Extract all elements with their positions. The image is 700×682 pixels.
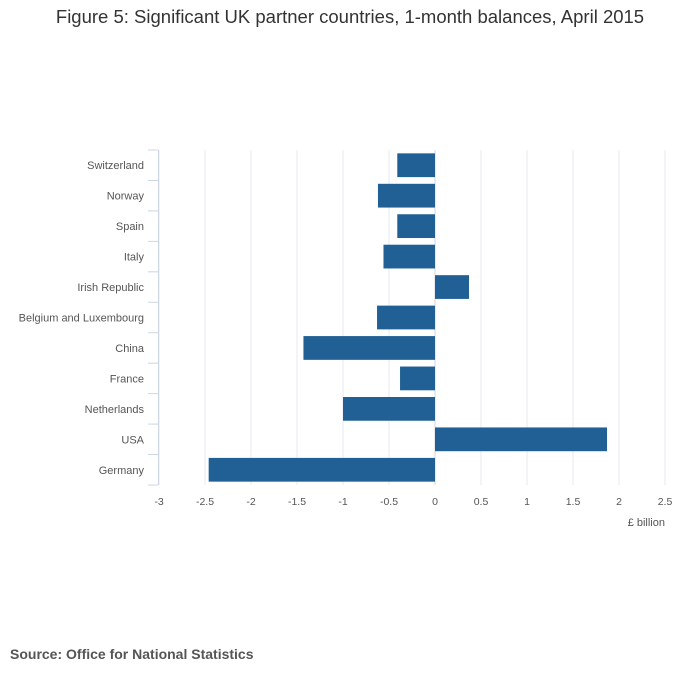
x-tick-label: 0.5 bbox=[474, 496, 489, 508]
x-axis-title: £ billion bbox=[628, 517, 665, 529]
category-label: Italy bbox=[124, 252, 145, 264]
x-tick-labels: -3 -2.5 -2 -1.5 -1 -0.5 0 0.5 1 1.5 2 2.5 bbox=[154, 496, 672, 508]
bar-china bbox=[303, 336, 435, 360]
bar-norway bbox=[377, 183, 435, 208]
category-label: Belgium and Luxembourg bbox=[19, 313, 144, 325]
x-tick-label: 0 bbox=[432, 496, 438, 508]
x-tick-label: 1 bbox=[524, 496, 530, 508]
x-tick-label: -2 bbox=[246, 496, 255, 508]
x-tick-label: -2.5 bbox=[196, 496, 214, 508]
category-label: France bbox=[110, 373, 144, 385]
bar-netherlands bbox=[343, 396, 435, 421]
category-label: Netherlands bbox=[85, 404, 145, 416]
bar-irish-republic bbox=[435, 275, 470, 299]
x-tick-label: -0.5 bbox=[380, 496, 398, 508]
bar-switzerland bbox=[397, 153, 435, 178]
bar-belgium-and-luxembourg bbox=[377, 305, 435, 330]
x-tick-label: 2.5 bbox=[658, 496, 673, 508]
source-note: Source: Office for National Statistics bbox=[10, 646, 254, 662]
bar-usa bbox=[435, 427, 608, 452]
category-label: Irish Republic bbox=[77, 282, 144, 294]
category-label: USA bbox=[121, 434, 144, 446]
chart-title: Figure 5: Significant UK partner countri… bbox=[55, 6, 645, 27]
x-tick-label: -1.5 bbox=[288, 496, 306, 508]
x-tick-label: -3 bbox=[154, 496, 163, 508]
bar-france bbox=[400, 366, 435, 391]
category-label: Germany bbox=[99, 465, 145, 477]
category-label: Spain bbox=[116, 221, 144, 233]
x-tick-label: -1 bbox=[338, 496, 347, 508]
category-label: Switzerland bbox=[87, 160, 144, 172]
bars bbox=[208, 153, 608, 482]
x-tick-label: 1.5 bbox=[566, 496, 581, 508]
grid-lines bbox=[148, 149, 666, 486]
category-label: China bbox=[115, 343, 145, 355]
category-labels: Switzerland Norway Spain Italy Irish Republi… bbox=[19, 160, 145, 477]
x-tick-label: 2 bbox=[616, 496, 622, 508]
category-label: Norway bbox=[107, 191, 145, 203]
bar-italy bbox=[383, 244, 435, 269]
bar-spain bbox=[397, 214, 435, 239]
bar-germany bbox=[208, 457, 435, 482]
